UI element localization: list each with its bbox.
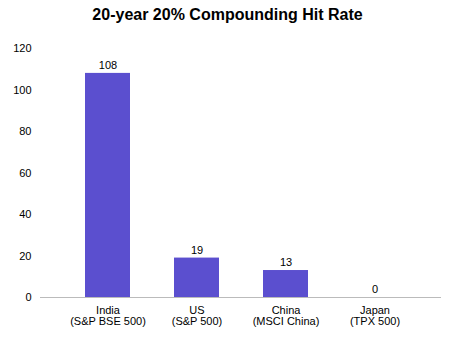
svg-text:80: 80	[19, 125, 31, 137]
svg-text:US(S&P 500): US(S&P 500)	[172, 304, 223, 327]
svg-text:13: 13	[280, 256, 292, 268]
svg-text:100: 100	[13, 84, 31, 96]
svg-text:Japan(TPX 500): Japan(TPX 500)	[350, 304, 400, 327]
svg-text:0: 0	[372, 283, 378, 295]
svg-text:40: 40	[19, 208, 31, 220]
svg-text:India(S&P BSE 500): India(S&P BSE 500)	[70, 304, 146, 327]
svg-text:19: 19	[191, 244, 203, 256]
svg-text:108: 108	[99, 59, 117, 71]
svg-text:0: 0	[25, 291, 31, 303]
svg-text:60: 60	[19, 167, 31, 179]
svg-text:120: 120	[13, 42, 31, 54]
svg-text:20: 20	[19, 250, 31, 262]
html-text:20-year 20% Compounding Hit Ra: 20-year 20% Compounding Hit Rate	[92, 6, 363, 23]
svg-text:China(MSCI China): China(MSCI China)	[253, 304, 320, 327]
